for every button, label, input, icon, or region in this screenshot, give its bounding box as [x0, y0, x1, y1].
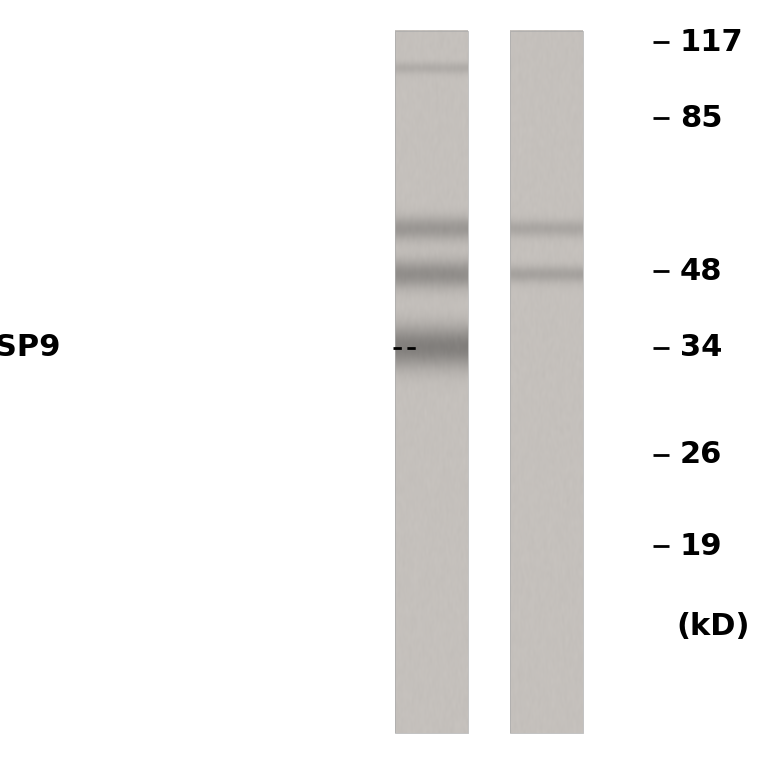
Text: 117: 117 [680, 28, 743, 57]
Text: Cleaved-CASP9: Cleaved-CASP9 [0, 333, 61, 362]
Text: 48: 48 [680, 257, 723, 286]
Bar [396, 31, 468, 733]
Text: 19: 19 [680, 532, 723, 561]
Text: (kD): (kD) [676, 612, 749, 641]
Bar [510, 31, 582, 733]
Text: 26: 26 [680, 440, 722, 469]
Text: 34: 34 [680, 333, 722, 362]
Text: 85: 85 [680, 104, 723, 133]
